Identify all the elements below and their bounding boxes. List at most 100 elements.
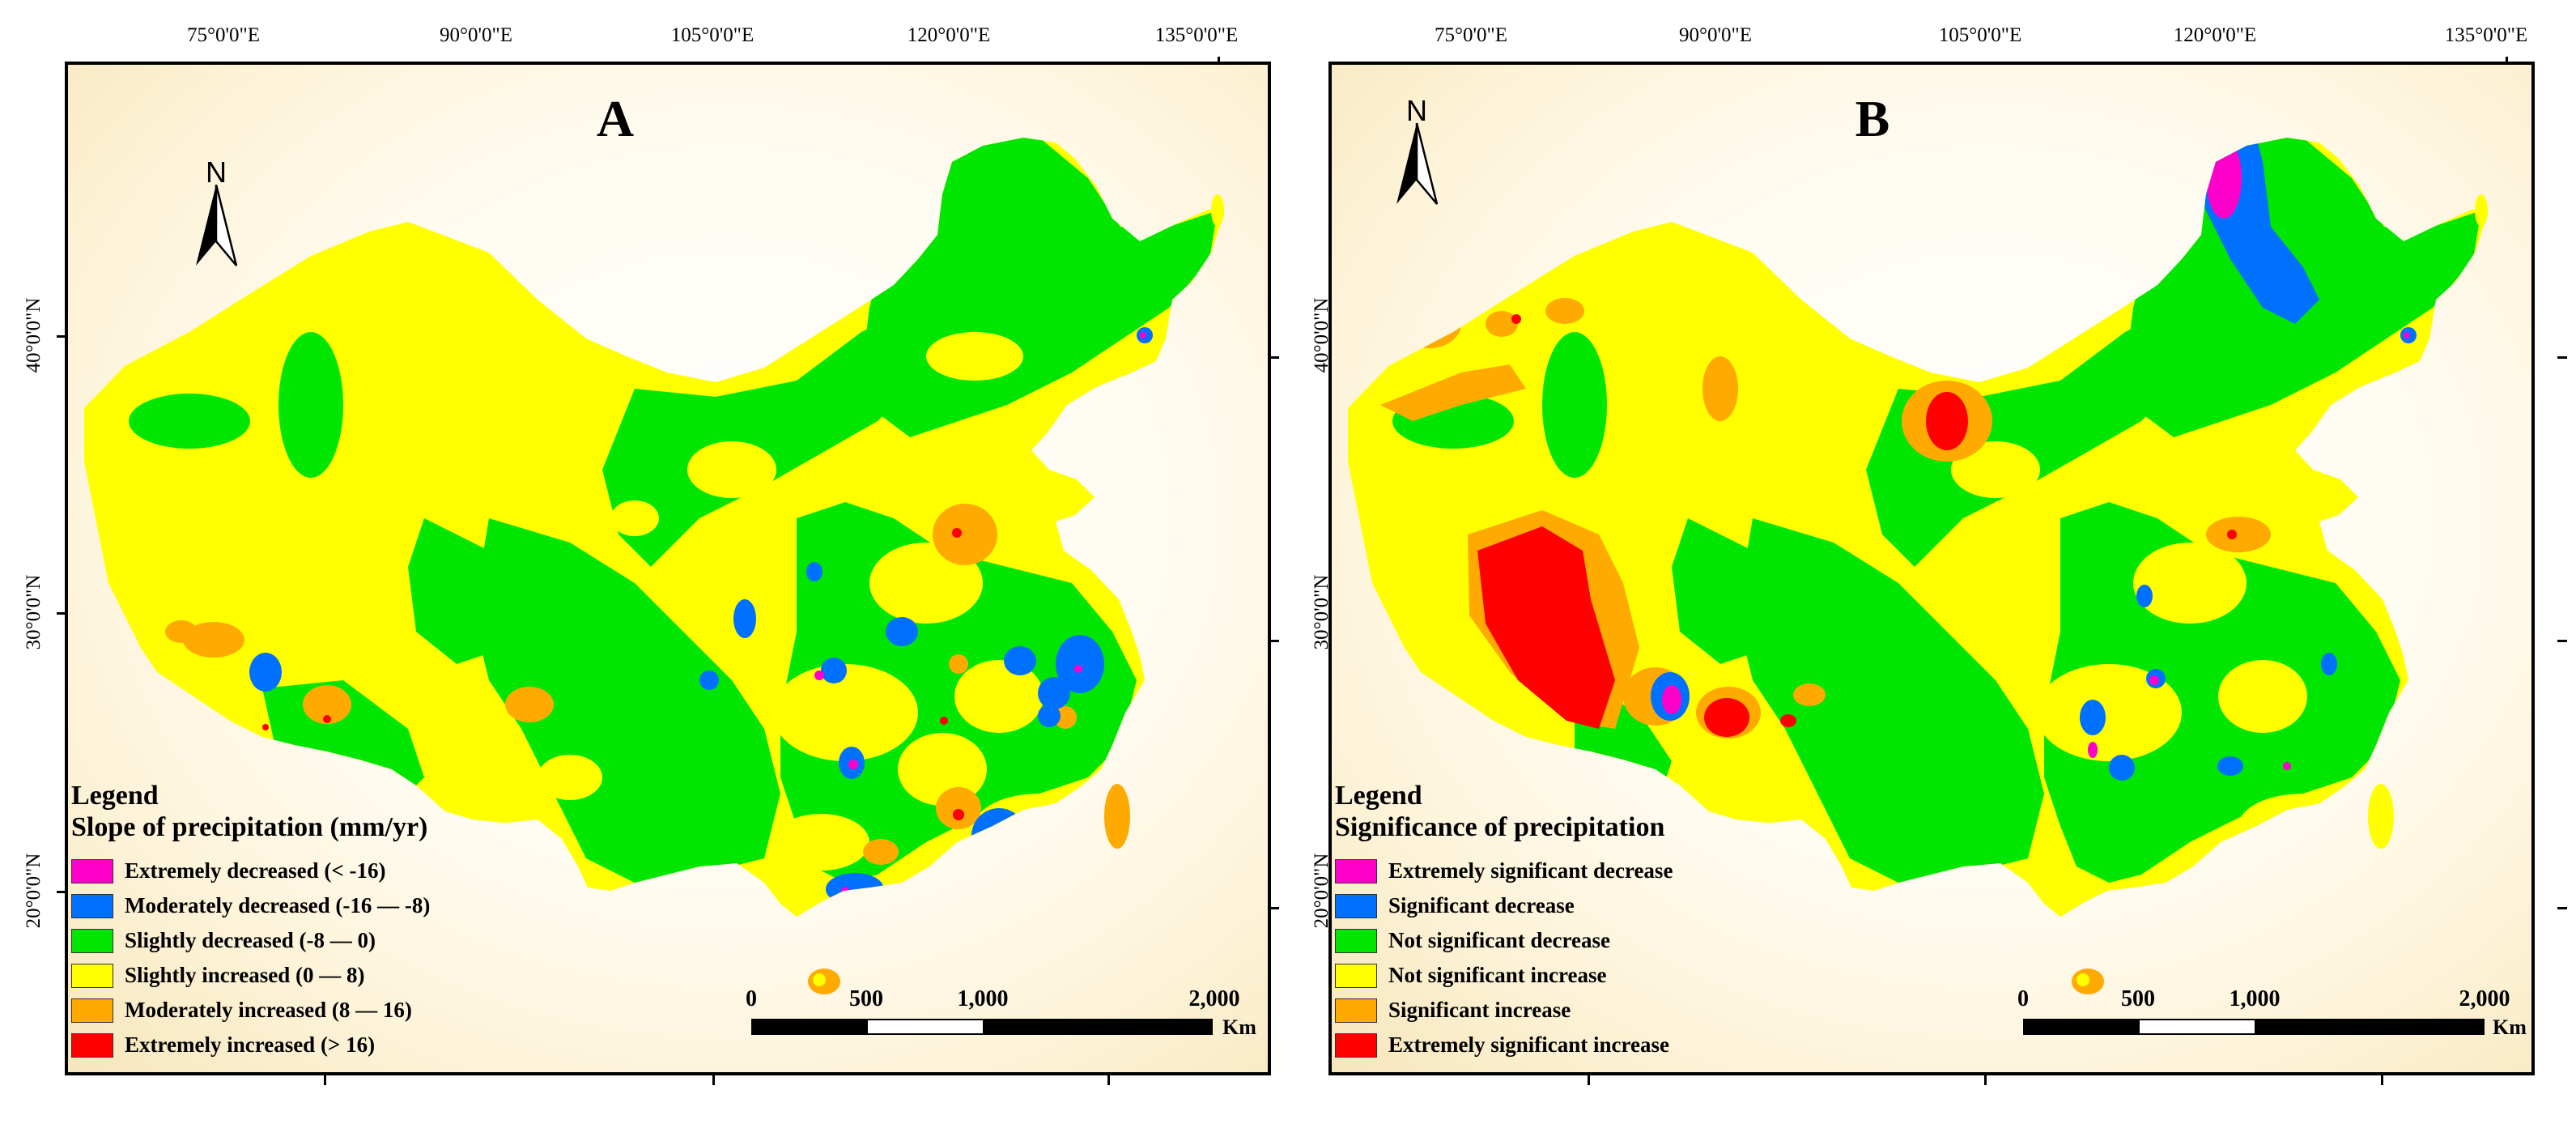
tick-mark <box>2506 57 2508 65</box>
longitude-label: 135°0'0"E <box>1154 24 1239 46</box>
latitude-label: 20°0'0"N <box>23 853 45 929</box>
latitude-label: 40°0'0"N <box>23 297 45 373</box>
legend-label: Extremely significant decrease <box>1388 858 1673 883</box>
legend-subtitle: Slope of precipitation (mm/yr) <box>71 812 428 842</box>
legend-item: Extremely increased (> 16) <box>71 1028 430 1062</box>
legend-swatch <box>71 998 113 1023</box>
legend-label: Significant decrease <box>1388 893 1575 918</box>
legend-label: Extremely increased (> 16) <box>125 1032 376 1057</box>
tick-mark <box>57 612 65 615</box>
legend-item: Extremely decreased (< -16) <box>71 854 430 888</box>
legend-item: Not significant decrease <box>1335 923 1673 958</box>
tick-mark <box>324 1074 326 1085</box>
scale-label: 500 <box>849 986 883 1011</box>
scale-label: 500 <box>2121 986 2155 1011</box>
map-panel-a: 75°0'0"E 90°0'0"E 105°0'0"E 120°0'0"E 13… <box>23 24 1279 1085</box>
legend-swatch <box>1335 998 1377 1023</box>
tick-mark <box>1269 356 1279 359</box>
scale-bar <box>751 1019 1213 1035</box>
legend-item: Extremely significant increase <box>1335 1028 1673 1062</box>
scale-unit: Km <box>1222 1015 1256 1039</box>
legend-label: Moderately decreased (-16 — -8) <box>125 893 431 918</box>
scale-bar <box>2023 1019 2485 1035</box>
legend-label: Significant increase <box>1388 998 1571 1022</box>
map-panel-b: 75°0'0"E 90°0'0"E 105°0'0"E 120°0'0"E 13… <box>1288 0 2576 1124</box>
panel-label: A <box>596 90 635 147</box>
panel-label: B <box>1855 90 1890 147</box>
legend-swatch <box>1335 858 1377 883</box>
tick-mark <box>2557 356 2567 359</box>
tick-mark <box>1269 640 1279 642</box>
legend-swatch <box>71 858 113 883</box>
north-letter: N <box>1406 94 1427 127</box>
legend-label: Extremely significant increase <box>1388 1032 1669 1057</box>
legend-item: Extremely significant decrease <box>1335 854 1673 888</box>
tick-mark <box>1269 907 1279 909</box>
north-arrow-icon <box>196 185 238 266</box>
scale-label: 0 <box>2017 986 2029 1011</box>
legend-item: Slightly decreased (-8 — 0) <box>71 923 430 958</box>
longitude-label: 105°0'0"E <box>670 24 755 46</box>
legend-item: Moderately increased (8 — 16) <box>71 993 430 1028</box>
legend-label: Moderately increased (8 — 16) <box>125 998 412 1022</box>
tick-mark <box>2381 1074 2383 1085</box>
map-frame: N B <box>1328 62 2535 1075</box>
legend-swatch <box>71 893 113 918</box>
latitude-label: 30°0'0"N <box>23 574 45 650</box>
scale-unit: Km <box>2493 1015 2527 1039</box>
longitude-label: 105°0'0"E <box>1938 24 2022 46</box>
precipitation-slope-map <box>84 138 1224 994</box>
north-arrow-icon <box>1396 123 1439 205</box>
tick-mark <box>2557 640 2567 642</box>
legend-subtitle: Significance of precipitation <box>1335 812 1665 842</box>
legend-label: Slightly decreased (-8 — 0) <box>125 928 376 952</box>
longitude-label: 90°0'0"E <box>1679 24 1752 46</box>
legend-label: Slightly increased (0 — 8) <box>125 963 365 987</box>
longitude-label: 75°0'0"E <box>1435 24 1507 46</box>
longitude-label: 120°0'0"E <box>2173 24 2257 46</box>
legend-swatch <box>1335 893 1377 918</box>
legend-label: Extremely decreased (< -16) <box>125 858 386 883</box>
precipitation-significance-map <box>1348 138 2488 994</box>
tick-mark <box>1984 1074 1987 1085</box>
map-frame: N A <box>65 62 1271 1075</box>
north-arrow: N <box>1388 94 1445 207</box>
tick-mark <box>57 335 65 338</box>
tick-mark <box>1588 1074 1590 1085</box>
tick-mark <box>57 891 65 893</box>
longitude-label: 90°0'0"E <box>440 24 512 46</box>
legend-item: Moderately decreased (-16 — -8) <box>71 888 430 923</box>
legend-title: Legend <box>1335 781 1422 811</box>
legend-label: Not significant increase <box>1388 963 1607 987</box>
scale-label: 2,000 <box>1188 986 1240 1011</box>
north-arrow: N <box>188 155 244 269</box>
legend-item: Significant increase <box>1335 993 1673 1028</box>
legend: Legend Slope of precipitation (mm/yr) Ex… <box>71 781 430 1062</box>
longitude-label: 75°0'0"E <box>187 24 260 46</box>
scale-label: 2,000 <box>2459 986 2510 1011</box>
legend-swatch <box>1335 1032 1377 1058</box>
longitude-label: 120°0'0"E <box>907 24 991 46</box>
tick-mark <box>1218 57 1220 65</box>
legend: Legend Significance of precipitation Ext… <box>1335 781 1673 1062</box>
legend-swatch <box>1335 928 1377 953</box>
legend-item: Significant decrease <box>1335 888 1673 923</box>
legend-swatch <box>71 963 113 988</box>
legend-swatch <box>1335 963 1377 988</box>
tick-mark <box>1107 1074 1110 1085</box>
legend-swatch <box>71 1032 113 1058</box>
longitude-label: 135°0'0"E <box>2444 24 2528 46</box>
north-letter: N <box>206 155 227 189</box>
legend-item: Slightly increased (0 — 8) <box>71 958 430 993</box>
legend-title: Legend <box>71 781 159 811</box>
legend-item: Not significant increase <box>1335 958 1673 993</box>
legend-swatch <box>71 928 113 953</box>
taiwan-island <box>2368 784 2394 849</box>
scale-label: 1,000 <box>2229 986 2281 1011</box>
tick-mark <box>712 1074 715 1085</box>
taiwan-island <box>1104 784 1130 849</box>
scale-label: 1,000 <box>957 986 1009 1011</box>
tick-mark <box>2557 907 2567 909</box>
scale-label: 0 <box>746 986 757 1011</box>
legend-label: Not significant decrease <box>1388 928 1610 952</box>
